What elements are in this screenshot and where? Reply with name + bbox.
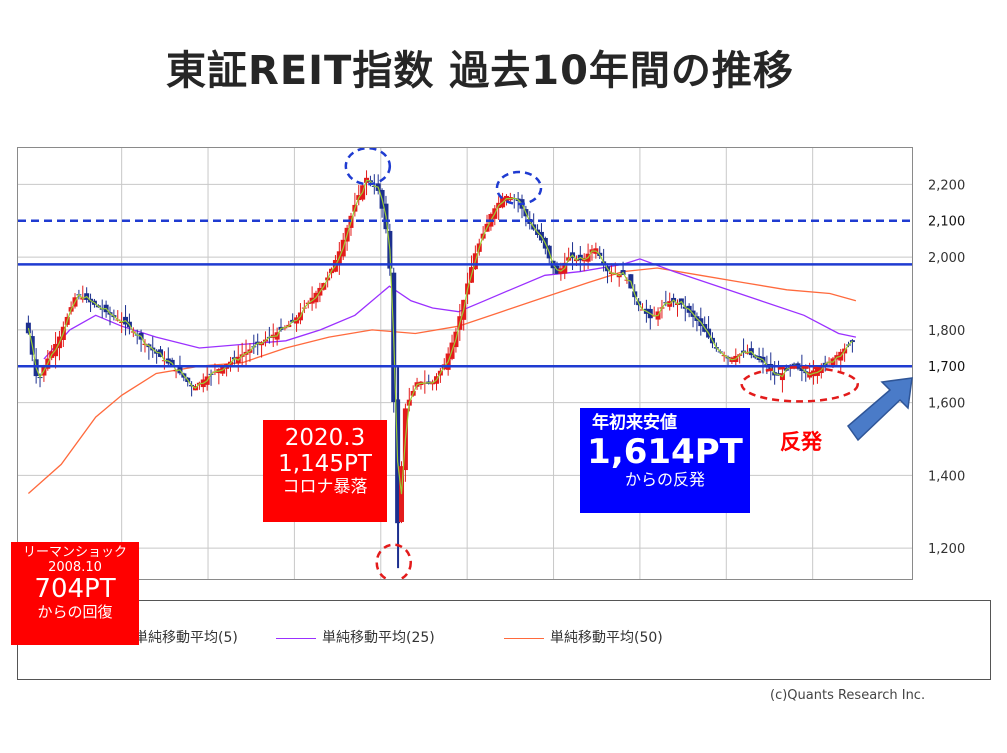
reference-line-label: 2,100 xyxy=(928,215,965,230)
y-tick-label: 1,800 xyxy=(928,324,965,339)
ytd-low-value: 1,614PT xyxy=(587,432,743,473)
page-title: 東証REIT指数 過去10年間の推移 xyxy=(166,48,794,94)
highlight-ellipse xyxy=(740,366,859,403)
y-tick-label: 1,600 xyxy=(928,397,965,412)
legend-item-sma50: 単純移動平均(50) xyxy=(504,627,663,647)
covid-crash-callout: 2020.3 1,145PT コロナ暴落 xyxy=(263,420,387,522)
highlight-ellipse xyxy=(495,170,543,206)
rebound-arrow-icon xyxy=(846,377,913,442)
chart-legend: 単純移動平均(5) 単純移動平均(25) 単純移動平均(50) xyxy=(17,600,991,680)
legend-swatch-sma50 xyxy=(504,637,544,639)
reference-line-label: 1,700 xyxy=(928,360,965,375)
legend-label-sma5: 単純移動平均(5) xyxy=(134,630,238,646)
covid-date: 2020.3 xyxy=(284,425,366,451)
lehman-title: リーマンショック xyxy=(22,545,127,560)
y-tick-label: 1,200 xyxy=(928,542,965,557)
legend-item-sma25: 単純移動平均(25) xyxy=(276,627,435,647)
candlestick-chart: 2017201820192020202120222023202420251,20… xyxy=(18,148,965,579)
legend-swatch-sma25 xyxy=(276,637,316,639)
covid-value: 1,145PT xyxy=(278,450,372,477)
ytd-low-label: からの反発 xyxy=(624,470,705,490)
legend-label-sma25: 単純移動平均(25) xyxy=(322,630,435,646)
sma50-line xyxy=(27,267,857,494)
legend-label-sma50: 単純移動平均(50) xyxy=(550,630,663,646)
sma25-line xyxy=(43,258,857,360)
candle-body xyxy=(25,322,31,334)
highlight-ellipse xyxy=(375,543,412,579)
legend-item-sma5: 単純移動平均(5) xyxy=(134,627,238,647)
ytd-low-title: 年初来安値 xyxy=(592,413,677,433)
ytd-low-callout: 年初来安値 1,614PT からの反発 xyxy=(580,408,750,513)
lehman-value: 704PT xyxy=(34,574,116,605)
highlight-ellipse xyxy=(344,148,392,186)
lehman-callout: リーマンショック 2008.10 704PT からの回復 xyxy=(11,542,139,645)
covid-label: コロナ暴落 xyxy=(282,476,368,497)
copyright-credit: (c)Quants Research Inc. xyxy=(770,688,926,703)
y-tick-label: 2,000 xyxy=(928,251,965,266)
chart-plot-area: 2017201820192020202120222023202420251,20… xyxy=(17,147,965,580)
y-tick-label: 2,200 xyxy=(928,178,965,193)
lehman-label: からの回復 xyxy=(37,603,113,622)
y-tick-label: 1,400 xyxy=(928,469,965,484)
lehman-date: 2008.10 xyxy=(48,559,102,575)
sma5-line xyxy=(27,179,853,495)
rebound-label: 反発 xyxy=(780,430,822,454)
